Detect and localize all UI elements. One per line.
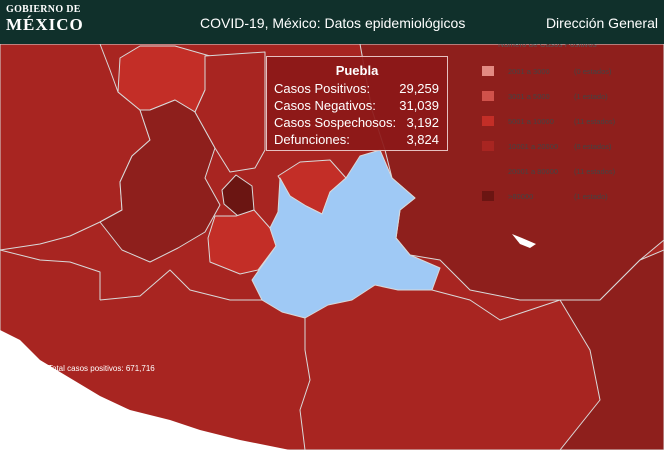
state-puebla[interactable] (251, 149, 441, 319)
legend-count: (1 estado) (574, 192, 608, 201)
legend-range: 5001 a 10000 (508, 117, 554, 126)
tooltip-label: Casos Positivos: (274, 81, 371, 96)
legend-item: 2001 a 3000 (0 estados) (478, 66, 664, 78)
tooltip-label: Defunciones: (274, 132, 350, 147)
tooltip-label: Casos Negativos: (274, 98, 376, 113)
total-cases-label: Total casos positivos: 671,716 (48, 364, 155, 373)
legend-count: (8 estados) (574, 142, 612, 151)
tooltip-value: 31,039 (399, 98, 439, 113)
legend-range: >80000 (508, 192, 534, 201)
top-header: GOBIERNO DE MÉXICO COVID-19, México: Dat… (0, 0, 664, 44)
legend-item: >80000 (1 estado) (478, 191, 664, 203)
direccion-general-link[interactable]: Dirección General (545, 15, 658, 31)
legend-swatch (482, 116, 494, 126)
state-border (431, 289, 561, 321)
logo-line1: GOBIERNO DE (6, 4, 81, 15)
legend-swatch (482, 141, 494, 151)
legend-swatch (482, 66, 494, 76)
tooltip-row: Casos Positivos: 29,259 (274, 81, 439, 99)
legend-item: 5001 a 10000 (11 estados) (478, 116, 664, 128)
page-title: COVID-19, México: Datos epidemiológicos (200, 15, 466, 31)
logo-line2: MÉXICO (6, 15, 84, 34)
state-region[interactable] (559, 249, 664, 450)
state-border (99, 269, 262, 301)
tooltip-value: 3,824 (406, 132, 439, 147)
state-region[interactable] (99, 99, 221, 263)
legend-count: (1 estado) (574, 92, 608, 101)
legend-swatch (482, 191, 494, 201)
state-border (299, 318, 311, 450)
legend-count: (11 estados) (574, 167, 616, 176)
tooltip-value: 3,192 (406, 115, 439, 130)
legend-item: 20001 a 80000 (11 estados) (478, 166, 664, 178)
tooltip-row: Casos Sospechosos: 3,192 (274, 115, 439, 133)
state-tooltip: Puebla Casos Positivos: 29,259 Casos Neg… (266, 56, 448, 151)
legend-swatch (482, 91, 494, 101)
legend-range: 3001 a 5000 (508, 92, 550, 101)
legend-range: 10001 a 20000 (508, 142, 559, 151)
legend-count: (11 estados) (574, 117, 616, 126)
legend-range: 20001 a 80000 (508, 167, 559, 176)
legend-item: 10001 a 20000 (8 estados) (478, 141, 664, 153)
tooltip-row: Defunciones: 3,824 (274, 132, 439, 150)
gobierno-mexico-logo[interactable]: GOBIERNO DE MÉXICO (6, 4, 84, 34)
tooltip-row: Casos Negativos: 31,039 (274, 98, 439, 116)
legend-item: 3001 a 5000 (1 estado) (478, 91, 664, 103)
legend-range: 2001 a 3000 (508, 67, 550, 76)
tooltip-value: 29,259 (399, 81, 439, 96)
legend-count: (0 estados) (574, 67, 612, 76)
legend-title: Número de Casos Positivos (498, 40, 597, 49)
legend-swatch (482, 166, 494, 176)
state-region[interactable] (117, 45, 211, 113)
tooltip-label: Casos Sospechosos: (274, 115, 397, 130)
tooltip-state-name: Puebla (335, 63, 379, 78)
state-border (0, 249, 101, 300)
coastline-water (0, 330, 290, 450)
coastline-water (512, 234, 536, 248)
state-region[interactable] (194, 51, 266, 173)
